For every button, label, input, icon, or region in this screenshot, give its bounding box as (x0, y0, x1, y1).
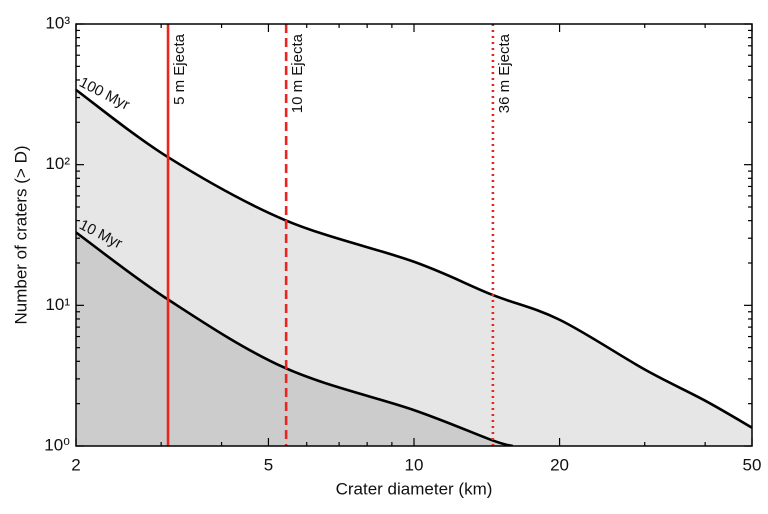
reference-label: 10 m Ejecta (289, 33, 306, 113)
y-axis-label: Number of craters (> D) (11, 145, 30, 324)
plot-area (76, 88, 752, 446)
reference-label: 5 m Ejecta (171, 33, 188, 105)
area (76, 232, 513, 446)
series-line (76, 88, 752, 429)
x-axis-label: Crater diameter (km) (336, 479, 493, 498)
x-tick-label: 2 (71, 455, 80, 474)
reference-label: 36 m Ejecta (496, 33, 513, 113)
x-tick-label: 5 (264, 455, 273, 474)
x-tick-label: 20 (550, 455, 569, 474)
y-tick-label: 10⁰ (44, 435, 70, 454)
x-tick-label: 50 (743, 455, 762, 474)
y-tick-label: 10² (45, 154, 70, 173)
y-tick-label: 10³ (45, 13, 70, 32)
x-tick-label: 10 (405, 455, 424, 474)
series-line (76, 231, 514, 446)
y-tick-label: 10¹ (45, 295, 70, 314)
